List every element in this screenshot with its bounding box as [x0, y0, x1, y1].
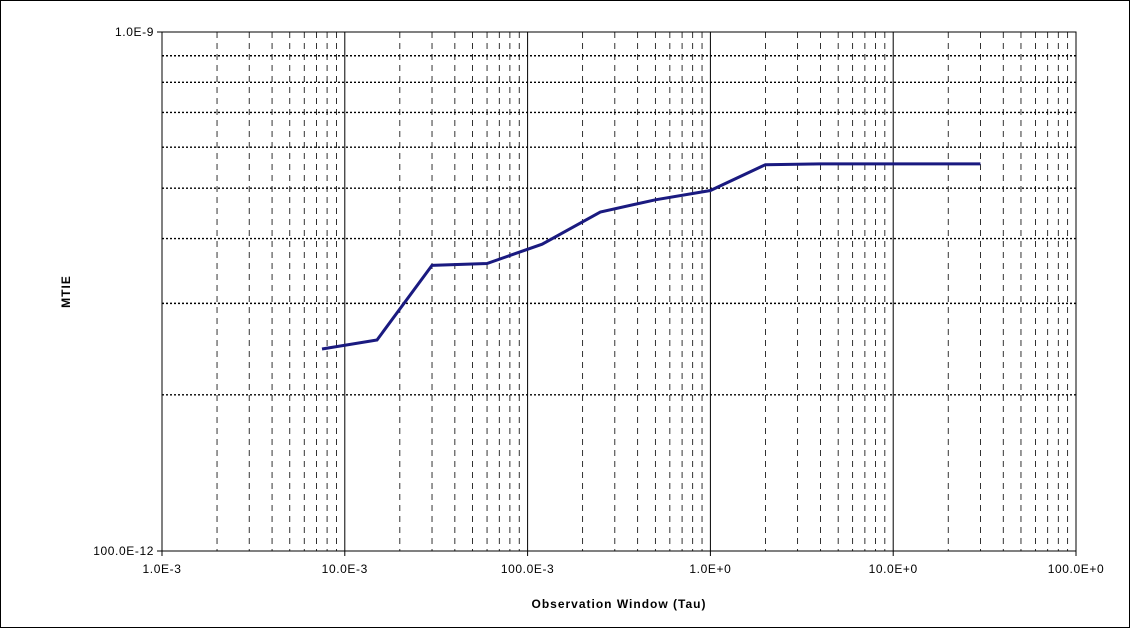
y-axis-title: MTIE: [59, 275, 73, 308]
y-axis-tick-labels: 1.0E-9 100.0E-12: [93, 25, 154, 558]
x-axis-tick-labels: 1.0E-3 10.0E-3 100.0E-3 1.0E+0 10.0E+0 100.0E…: [143, 562, 1105, 576]
minor-gridlines: [162, 32, 1076, 551]
y-tick-label: 100.0E-12: [93, 544, 154, 558]
x-tick-label: 1.0E-3: [143, 562, 182, 576]
x-tick-label: 100.0E-3: [501, 562, 555, 576]
x-axis-title: Observation Window (Tau): [531, 597, 706, 611]
x-tick-label: 1.0E+0: [689, 562, 731, 576]
plot-area-border: [161, 31, 1077, 552]
mtie-series-line: [321, 162, 981, 351]
y-tick-label: 1.0E-9: [115, 25, 154, 39]
axis-ticks: [157, 31, 1077, 556]
x-tick-label: 100.0E+0: [1048, 562, 1105, 576]
x-tick-label: 10.0E-3: [322, 562, 368, 576]
major-gridlines: [344, 32, 894, 551]
x-tick-label: 10.0E+0: [869, 562, 918, 576]
series-layer: [321, 162, 981, 351]
